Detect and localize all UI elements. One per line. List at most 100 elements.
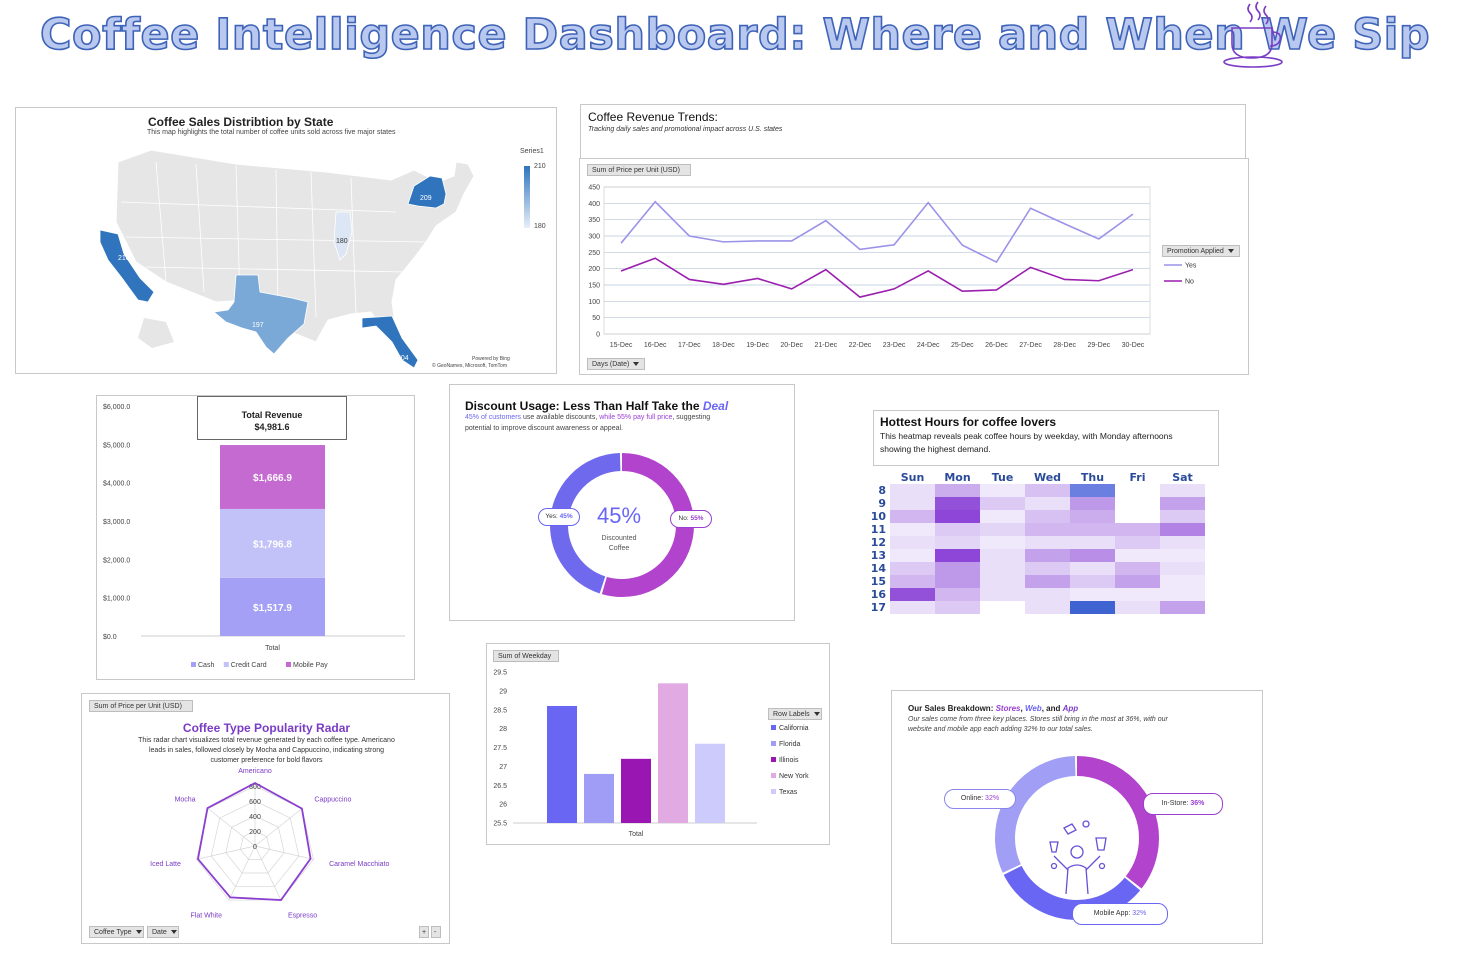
heatmap-cell <box>1025 601 1070 614</box>
days-filter[interactable]: Days (Date) <box>587 358 645 370</box>
heatmap-cell <box>935 484 980 497</box>
x-tick-label: 23-Dec <box>883 342 906 349</box>
label-florida: 204 <box>397 355 409 362</box>
radar-spoke <box>254 845 314 860</box>
legend-label: Florida <box>779 741 801 748</box>
y-tick-label: 50 <box>592 315 600 322</box>
radar-desc-2: leads in sales, followed closely by Moch… <box>148 747 385 754</box>
radar-tick-label: 600 <box>249 799 261 806</box>
y-tick-label: $5,000.0 <box>103 442 130 449</box>
online-callout: Online: 32% <box>944 789 1016 809</box>
heatmap-cell <box>935 601 980 614</box>
heatmap-table: Sun Mon Tue Wed Thu Fri Sat 8 9 10 11 12 13 14 15 16 17 <box>868 470 1205 614</box>
map-base <box>115 149 475 343</box>
x-tick-label: 29-Dec <box>1088 342 1111 349</box>
label-new-york: 209 <box>420 195 432 202</box>
heatmap-column-label: Mon <box>944 470 971 484</box>
promotion-filter[interactable]: Promotion Applied <box>1162 245 1240 257</box>
heatmap-cell <box>935 549 980 562</box>
instore-callout: In-Store: 36% <box>1143 793 1223 815</box>
x-tick-label: 24-Dec <box>917 342 940 349</box>
radar-category-label: Cappuccino <box>314 797 351 804</box>
x-tick-label: 19-Dec <box>746 342 769 349</box>
expand-button[interactable]: + <box>419 926 429 938</box>
legend-swatch <box>771 789 776 794</box>
legend-label: New York <box>779 773 809 780</box>
heatmap-cell <box>890 484 935 497</box>
x-tick-label: 17-Dec <box>678 342 701 349</box>
channel-panel: Our Sales Breakdown: Stores, Web, and Ap… <box>891 690 1263 944</box>
trend-chart: 0 50 100 150 200 250 300 350 400 450 15-Dec 16-Dec 1… <box>588 185 1197 350</box>
heatmap-cell <box>980 510 1025 523</box>
legend-swatch <box>771 741 776 746</box>
label-texas: 197 <box>252 322 264 329</box>
date-filter[interactable]: Date <box>147 926 179 938</box>
y-tick-label: $1,000.0 <box>103 596 130 603</box>
trend-header-box: Coffee Revenue Trends: Tracking daily sa… <box>580 104 1246 159</box>
radar-category-label: Mocha <box>175 797 196 804</box>
discount-desc-1: 45% of customers use available discounts… <box>465 414 711 421</box>
heatmap-cell <box>1115 549 1160 562</box>
barista-icon <box>1049 820 1107 895</box>
discount-center-value: 45% <box>596 503 642 528</box>
radar-grid-ring <box>239 830 271 860</box>
heatmap-cell <box>1070 536 1115 549</box>
heatmap-cell <box>890 562 935 575</box>
radar-category-label: Espresso <box>288 912 317 919</box>
weekday-field-tag[interactable]: Sum of Weekday <box>493 650 559 662</box>
y-tick-label: $3,000.0 <box>103 519 130 526</box>
heatmap-cell <box>1025 484 1070 497</box>
legend-swatch <box>771 757 776 762</box>
radar-grid-ring <box>210 800 300 887</box>
radar-category-label: Iced Latte <box>150 861 181 868</box>
radar-chart: 0 200 400 600 800 Americano Cappuccino Caramel … <box>150 768 389 919</box>
heatmap-row-label: 14 <box>870 562 886 575</box>
heatmap-cell <box>935 562 980 575</box>
discount-center-label-2: Coffee <box>608 545 630 552</box>
radar-category-label: Flat White <box>191 912 223 919</box>
heatmap-row-label: 10 <box>870 510 886 523</box>
radar-tick-label: 400 <box>249 814 261 821</box>
trend-field-tag[interactable]: Sum of Price per Unit (USD) <box>587 164 691 176</box>
legend-label: Mobile Pay <box>293 662 328 669</box>
heatmap-cell <box>980 484 1025 497</box>
y-tick-label: 25.5 <box>493 821 507 828</box>
row-labels-filter[interactable]: Row Labels <box>768 708 822 720</box>
heatmap-cell <box>1070 575 1115 588</box>
state-california <box>99 229 155 303</box>
x-tick-label: 15-Dec <box>610 342 633 349</box>
heatmap-cell <box>1025 549 1070 562</box>
heatmap-column-label: Thu <box>1080 470 1105 484</box>
bar-new-york <box>658 683 688 823</box>
state-new-york <box>407 175 447 209</box>
weekday-panel: Sum of Weekday 25.5 26 26.5 27 27.5 28 28.5 29 2… <box>486 643 830 845</box>
legend-swatch <box>771 773 776 778</box>
map-legend-scale <box>524 166 530 228</box>
legend-label: California <box>779 725 809 732</box>
radar-tick-label: 0 <box>253 844 257 851</box>
heatmap-cell <box>1160 549 1205 562</box>
radar-field-tag[interactable]: Sum of Price per Unit (USD) <box>89 700 193 712</box>
data-label: $1,666.9 <box>253 473 292 484</box>
y-tick-label: 29.5 <box>493 670 507 677</box>
y-tick-label: 26.5 <box>493 783 507 790</box>
heatmap-row-label: 9 <box>878 497 886 510</box>
heatmap-cell <box>1160 484 1205 497</box>
heatmap-row-label: 15 <box>870 575 886 588</box>
x-tick-label: 20-Dec <box>780 342 803 349</box>
y-tick-label: 350 <box>588 217 600 224</box>
heatmap-cell <box>1070 484 1115 497</box>
y-tick-label: 26 <box>499 802 507 809</box>
coffee-type-filter[interactable]: Coffee Type <box>89 926 144 938</box>
total-revenue-value: $4,981.6 <box>254 422 290 432</box>
heatmap-cell <box>1025 575 1070 588</box>
heatmap-cell <box>1070 588 1115 601</box>
collapse-button[interactable]: - <box>431 926 441 938</box>
heatmap-cell <box>890 549 935 562</box>
radar-category-label: Americano <box>238 768 272 775</box>
map-legend-max: 210 <box>534 163 546 170</box>
radar-desc-1: This radar chart visualizes total revenu… <box>138 737 395 744</box>
heatmap-cell <box>1160 536 1205 549</box>
radar-grid-ring <box>225 815 285 874</box>
bar-florida <box>584 773 614 823</box>
